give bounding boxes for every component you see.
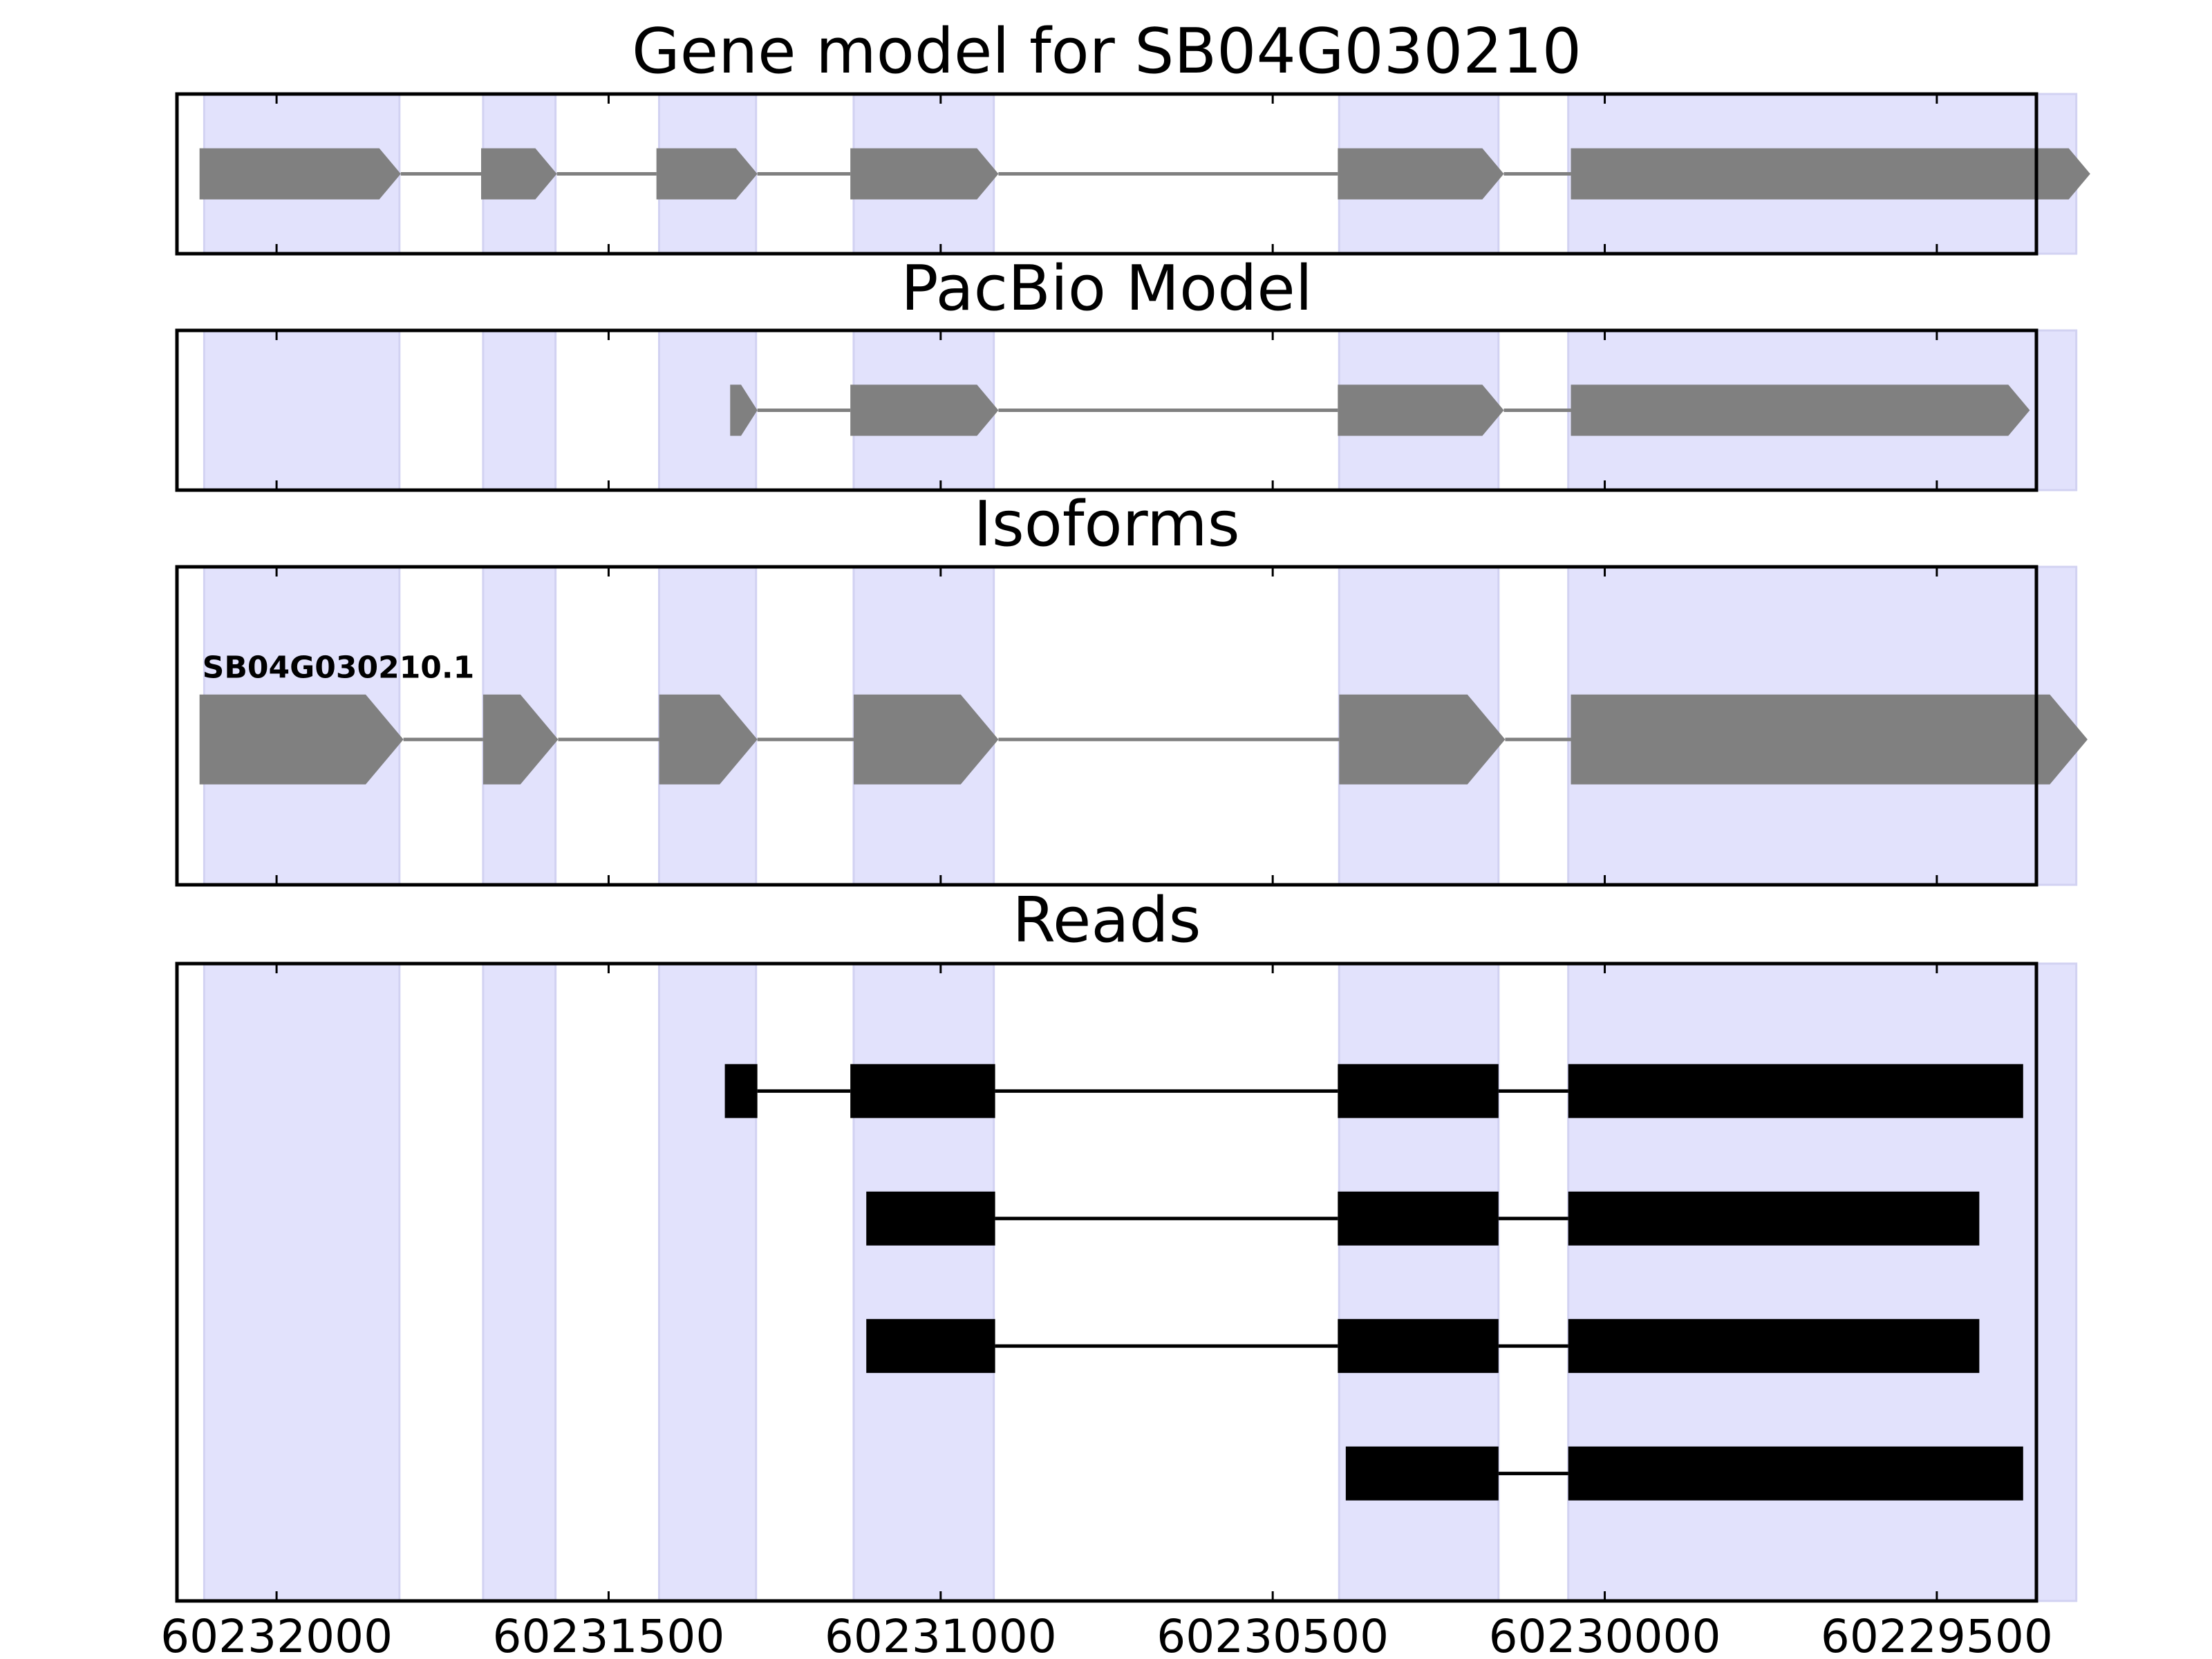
- panel-frame: [175, 328, 2038, 492]
- exon-band: [1567, 962, 2078, 1602]
- exon-block: [1571, 384, 2030, 436]
- exon-block: [656, 148, 758, 200]
- exon-band: [203, 962, 401, 1602]
- exon-block: [1338, 384, 1504, 436]
- exon-block: [850, 384, 999, 436]
- panel-pacbio-model: PacBio Model: [175, 252, 2078, 492]
- panel-title: Gene model for SB04G030210: [632, 15, 1582, 88]
- read-block: [850, 1064, 995, 1118]
- read-block: [1345, 1446, 1499, 1501]
- read-block: [1338, 1064, 1499, 1118]
- read-block: [1338, 1319, 1499, 1374]
- exon-block: [199, 694, 404, 785]
- exon-block: [850, 148, 999, 200]
- panel-frame: [175, 565, 2038, 887]
- panel-reads: Reads: [175, 884, 2078, 1603]
- read-block: [1568, 1319, 1980, 1374]
- exon-block: [659, 694, 758, 785]
- read-alignment: [724, 1064, 2023, 1118]
- panel-gene-model: Gene model for SB04G030210: [175, 15, 2090, 256]
- panel-title: PacBio Model: [901, 252, 1313, 325]
- exon-block: [482, 694, 559, 785]
- x-tick-label: 60229500: [1821, 1610, 2053, 1659]
- read-block: [866, 1191, 995, 1246]
- exon-band: [657, 962, 758, 1602]
- read-block: [724, 1064, 758, 1118]
- gene-feature: SB04G030210.1: [199, 650, 2088, 785]
- x-tick-label: 60231000: [825, 1610, 1057, 1659]
- panel-title: Reads: [1012, 884, 1201, 957]
- exon-block: [853, 694, 999, 785]
- panel-frame: [175, 92, 2038, 256]
- read-alignment: [866, 1319, 1980, 1374]
- read-alignment: [1345, 1446, 2023, 1501]
- x-tick-label: 60232000: [160, 1610, 393, 1659]
- panel-frame: [175, 962, 2038, 1603]
- panel-title: Isoforms: [973, 488, 1239, 561]
- gene-feature: [199, 148, 2090, 200]
- x-tick-label: 60231500: [492, 1610, 724, 1659]
- read-block: [1568, 1064, 2023, 1118]
- exon-band: [203, 329, 401, 491]
- x-tick-label: 60230500: [1156, 1610, 1389, 1659]
- exon-band: [1338, 962, 1500, 1602]
- exon-block: [1339, 694, 1506, 785]
- exon-block: [1338, 148, 1504, 200]
- x-tick-label: 60230000: [1489, 1610, 1721, 1659]
- gene-feature: [730, 384, 2030, 436]
- exon-block: [1571, 148, 2090, 200]
- exon-band: [482, 962, 557, 1602]
- exon-block: [481, 148, 557, 200]
- panel-isoforms: SB04G030210.1 Isoforms: [175, 488, 2088, 887]
- isoform-label: SB04G030210.1: [203, 650, 475, 686]
- read-alignment: [866, 1191, 1980, 1246]
- exon-band: [482, 329, 557, 491]
- exon-block: [199, 148, 401, 200]
- exon-band: [852, 962, 995, 1602]
- read-block: [1568, 1446, 2023, 1501]
- x-axis: 60232000 60231500 60231000 60230500 60230000…: [160, 1610, 2053, 1659]
- read-block: [1568, 1191, 1980, 1246]
- exon-block: [730, 384, 758, 436]
- panels-layer: Gene model for SB04G030210 PacBio Model SB…: [160, 15, 2090, 1659]
- read-block: [866, 1319, 995, 1374]
- exon-block: [1571, 694, 2088, 785]
- read-block: [1338, 1191, 1499, 1246]
